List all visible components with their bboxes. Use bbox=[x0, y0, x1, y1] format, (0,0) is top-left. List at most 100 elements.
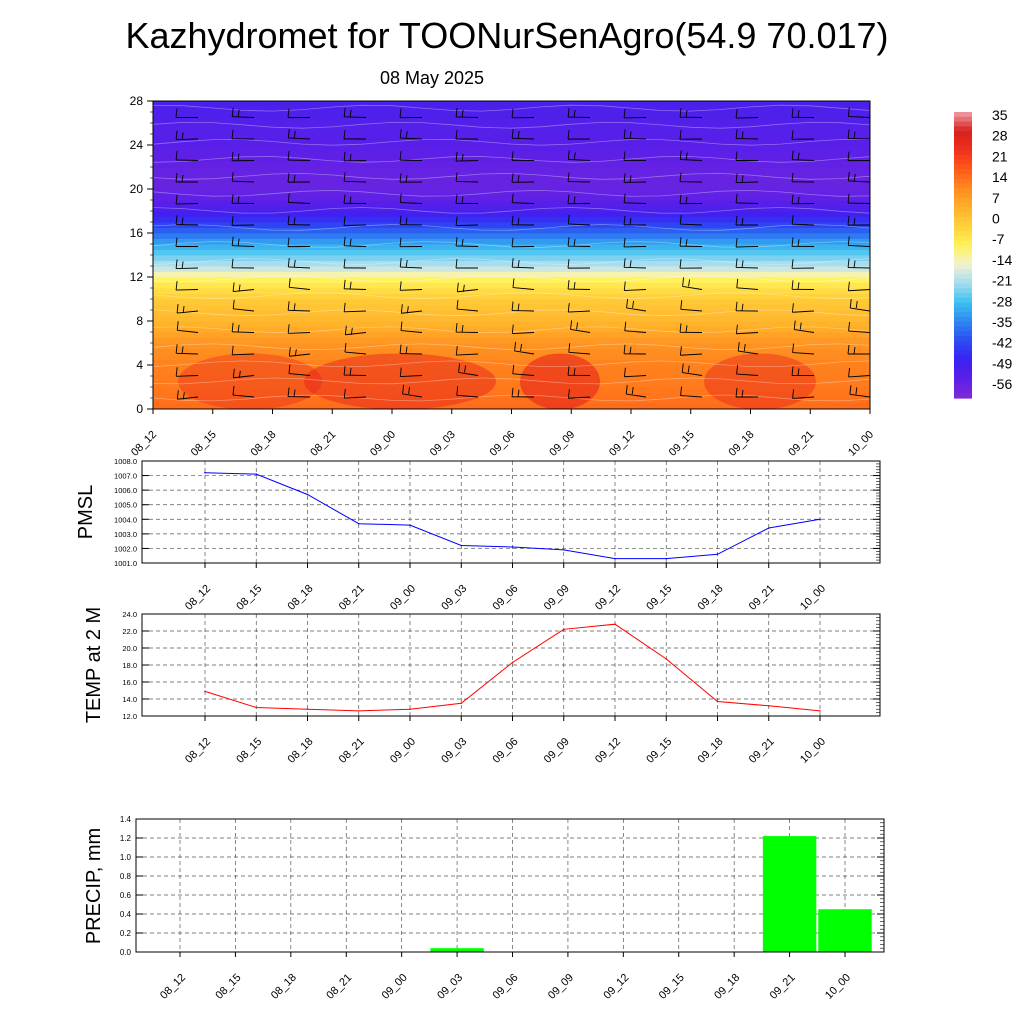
wind-barb-flag bbox=[287, 237, 290, 247]
wind-barb-flag bbox=[349, 367, 352, 376]
wind-barb-flag bbox=[399, 129, 402, 139]
colorbar-swatch bbox=[954, 131, 972, 137]
wind-barb-shaft bbox=[680, 395, 703, 398]
heatmap-band bbox=[153, 227, 870, 234]
wind-barb-flag bbox=[567, 259, 570, 269]
colorbar-swatch bbox=[954, 197, 972, 204]
wind-barb-flag bbox=[679, 150, 682, 160]
wind-barb-flag bbox=[623, 193, 626, 203]
wind-barb-flag bbox=[679, 259, 682, 269]
heatmap-band bbox=[153, 315, 870, 322]
wind-barb-flag bbox=[517, 217, 520, 225]
ytick-label: 12.0 bbox=[122, 712, 137, 721]
wind-barb-shaft bbox=[736, 266, 759, 269]
xtick-label: 08_15 bbox=[234, 583, 264, 613]
heatmap-xtick-label: 08_15 bbox=[189, 429, 219, 459]
heatmap-band bbox=[153, 271, 870, 278]
wind-barb-flag bbox=[238, 284, 241, 292]
heatmap-band bbox=[153, 177, 870, 184]
wind-barb-flag bbox=[455, 172, 458, 182]
figure-subtitle: 08 May 2025 bbox=[380, 68, 484, 88]
wind-barb-flag bbox=[791, 259, 794, 269]
wind-barb-flag bbox=[232, 299, 235, 309]
wind-barb-shaft bbox=[568, 159, 591, 161]
xtick-label: 09_12 bbox=[601, 972, 631, 1002]
wind-barb-flag bbox=[629, 131, 632, 139]
wind-barb-flag bbox=[847, 129, 850, 139]
wind-barb-shaft bbox=[400, 266, 423, 269]
wind-barb-flag bbox=[741, 175, 744, 183]
wind-barb-shaft bbox=[512, 137, 535, 140]
wind-barb-flag bbox=[517, 131, 520, 139]
wind-barb-shaft bbox=[514, 350, 535, 355]
wind-barb-shaft bbox=[344, 351, 367, 355]
heatmap-isoline bbox=[153, 224, 870, 231]
xtick-label: 09_06 bbox=[491, 583, 521, 613]
wind-barb-flag bbox=[567, 214, 570, 225]
wind-barb-flag bbox=[343, 279, 346, 289]
wind-barb-shaft bbox=[624, 289, 647, 291]
xtick-label: 08_15 bbox=[234, 736, 264, 766]
wind-barb-flag bbox=[847, 236, 850, 246]
heatmap-band bbox=[153, 101, 870, 107]
wind-barb-flag bbox=[847, 151, 850, 161]
xtick-label: 09_06 bbox=[491, 736, 521, 766]
heatmap-band bbox=[153, 337, 870, 344]
wind-barb-flag bbox=[456, 282, 459, 292]
xtick-label: 09_15 bbox=[657, 972, 687, 1002]
series-point bbox=[767, 527, 770, 529]
wind-barb-shaft bbox=[682, 285, 703, 290]
wind-barb-flag bbox=[293, 130, 296, 139]
temperature-cross-section-panel: 0 4 8 12 16 20 24 28 08_12 08_15 08_18 08_21 09_00 09… bbox=[129, 94, 876, 459]
heatmap-isoline bbox=[153, 394, 870, 402]
wind-barb-flag bbox=[511, 387, 514, 397]
wind-barb-shaft bbox=[680, 223, 703, 226]
wind-barb-shaft bbox=[456, 160, 479, 162]
wind-barb-flag bbox=[567, 172, 570, 182]
colorbar-swatch bbox=[954, 121, 972, 127]
wind-barb-flag bbox=[237, 109, 240, 117]
heatmap-warm-core bbox=[304, 353, 496, 409]
wind-barb-flag bbox=[623, 344, 626, 354]
wind-barb-flag bbox=[847, 216, 850, 226]
wind-barb-flag bbox=[623, 129, 626, 139]
wind-barb-shaft bbox=[568, 223, 591, 226]
heatmap-band bbox=[153, 172, 870, 179]
wind-barb-flag bbox=[741, 217, 744, 226]
wind-barb-flag bbox=[343, 107, 346, 117]
wind-barb-flag bbox=[455, 345, 458, 356]
heatmap-warm-core bbox=[178, 353, 322, 409]
wind-barb-flag bbox=[399, 193, 402, 203]
wind-barb-shaft bbox=[232, 394, 255, 398]
wind-barb-shaft bbox=[456, 245, 479, 247]
wind-barb-flag bbox=[511, 129, 514, 139]
precip-bar bbox=[818, 909, 872, 952]
wind-barb-flag bbox=[791, 130, 794, 140]
wind-barb-shaft bbox=[232, 245, 255, 247]
wind-barb-flag bbox=[736, 364, 739, 375]
heatmap-xtick-label: 09_18 bbox=[727, 429, 757, 459]
colorbar-swatch bbox=[954, 307, 972, 313]
wind-barb-shaft bbox=[400, 202, 423, 204]
figure-title: Kazhydromet for TOONurSenAgro(54.9 70.01… bbox=[125, 15, 888, 56]
heatmap-band bbox=[153, 144, 870, 151]
colorbar-swatch bbox=[954, 169, 972, 175]
heatmap-band bbox=[153, 392, 870, 399]
wind-barb-shaft bbox=[400, 375, 423, 377]
heatmap-isoline bbox=[153, 343, 870, 351]
colorbar-swatch bbox=[954, 116, 972, 123]
wind-barb-shaft bbox=[736, 202, 759, 204]
wind-barb-shaft bbox=[344, 310, 367, 313]
wind-barb-flag bbox=[287, 215, 290, 225]
heatmap-isoline bbox=[153, 172, 870, 180]
ytick-label: 1003.0 bbox=[114, 530, 137, 539]
colorbar-swatch bbox=[954, 221, 972, 227]
wind-barb-flag bbox=[514, 341, 517, 351]
xtick-label: 08_18 bbox=[269, 972, 299, 1002]
wind-barb-flag bbox=[238, 370, 241, 378]
colorbar-swatch bbox=[954, 326, 972, 332]
ytick-label: 14.0 bbox=[122, 695, 137, 704]
wind-barb-shaft bbox=[288, 202, 311, 204]
series-point bbox=[204, 690, 206, 693]
heatmap-ytick-label: 0 bbox=[136, 402, 143, 416]
